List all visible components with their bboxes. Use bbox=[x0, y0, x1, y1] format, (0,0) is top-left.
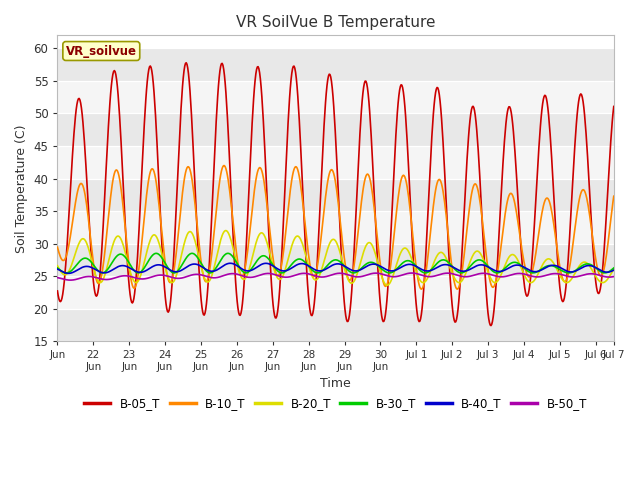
Bar bbox=[58, 146, 614, 179]
Bar bbox=[58, 276, 614, 309]
Legend: B-05_T, B-10_T, B-20_T, B-30_T, B-40_T, B-50_T: B-05_T, B-10_T, B-20_T, B-30_T, B-40_T, … bbox=[80, 392, 591, 415]
Title: VR SoilVue B Temperature: VR SoilVue B Temperature bbox=[236, 15, 435, 30]
Y-axis label: Soil Temperature (C): Soil Temperature (C) bbox=[15, 124, 28, 252]
Bar bbox=[58, 179, 614, 211]
Text: VR_soilvue: VR_soilvue bbox=[66, 45, 137, 58]
Bar bbox=[58, 309, 614, 341]
Bar bbox=[58, 211, 614, 243]
Bar bbox=[58, 243, 614, 276]
Bar bbox=[58, 81, 614, 113]
Bar bbox=[58, 48, 614, 81]
X-axis label: Time: Time bbox=[320, 377, 351, 390]
Bar bbox=[58, 113, 614, 146]
